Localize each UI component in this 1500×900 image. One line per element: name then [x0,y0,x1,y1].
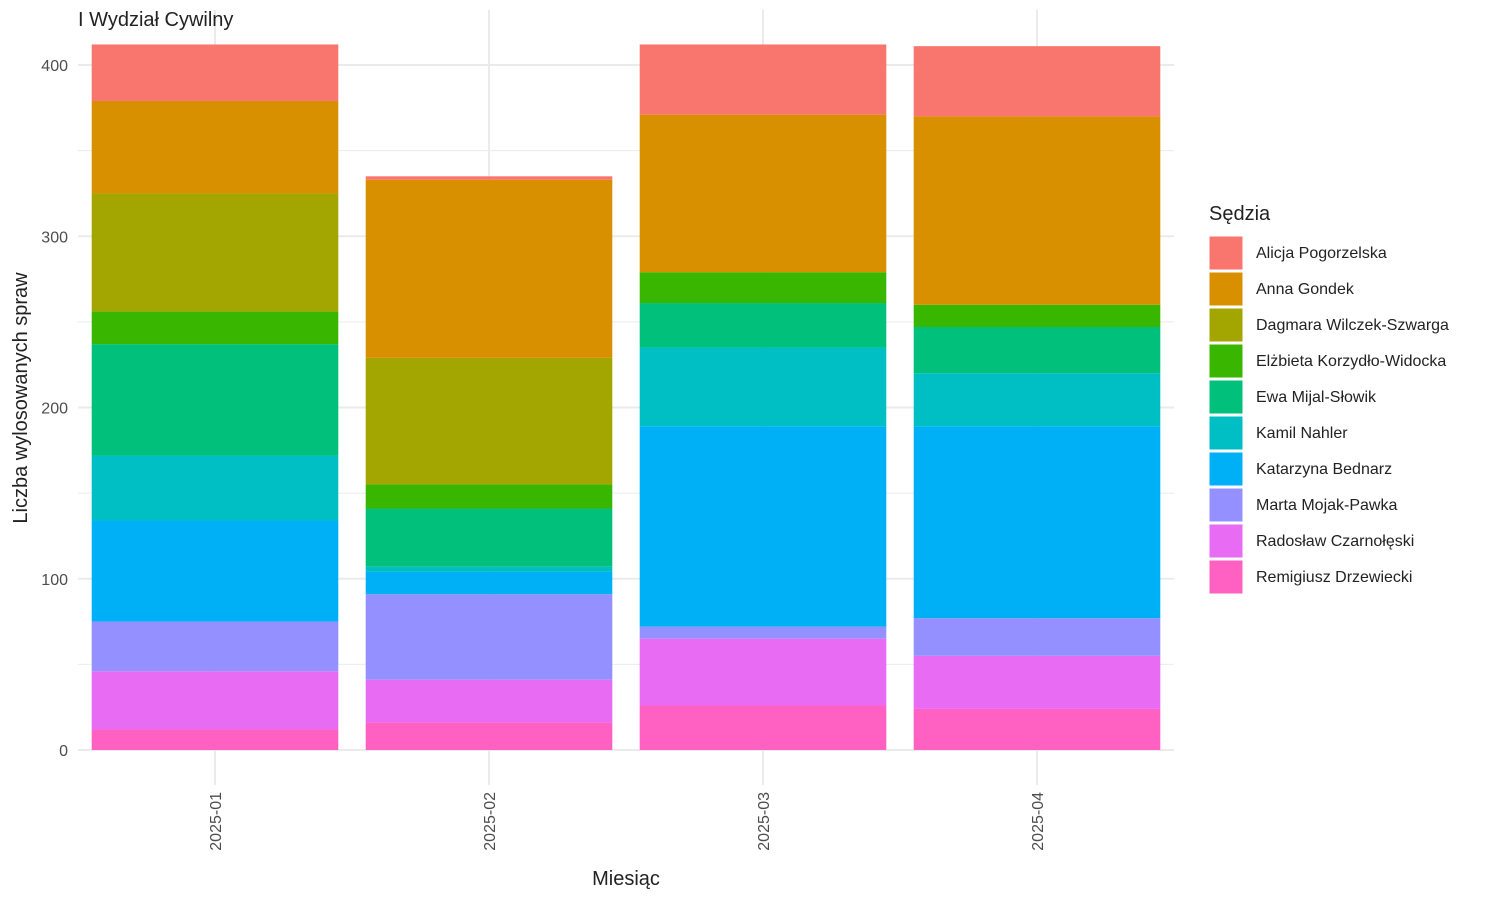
y-axis-ticks: 0 100 200 300 400 [41,58,68,760]
bar-segment [913,327,1161,374]
legend-label: Dagmara Wilczek-Szwarga [1256,317,1449,334]
x-tick-label: 2025-04 [1030,792,1047,851]
y-tick-label: 100 [41,572,68,589]
x-axis-title: Miesiąc [592,868,660,890]
bar-segment [639,114,887,273]
bar-segment [365,571,613,595]
bar-segment [91,193,339,312]
bar-segment [913,655,1161,709]
bar-segment [913,708,1161,750]
bar-segment [913,426,1161,619]
legend-key [1208,487,1244,523]
bar-segment [91,520,339,622]
bar-segment [91,100,339,194]
bar-segment [639,44,887,115]
legend-title: Sędzia [1209,203,1271,225]
bar-segment [639,303,887,348]
bar-segment [913,304,1161,328]
y-tick-label: 200 [41,401,68,418]
bar-segment [91,621,339,672]
bar-segment [913,618,1161,656]
bar-segment [91,671,339,730]
y-tick-label: 0 [59,743,68,760]
legend-label: Remigiusz Drzewiecki [1256,569,1412,586]
bars [91,44,1161,750]
bar-segment [91,729,339,750]
legend-key [1208,451,1244,487]
legend-label: Alicja Pogorzelska [1256,245,1387,262]
bar-segment [639,347,887,427]
bar-segment [365,679,613,723]
chart-title: I Wydział Cywilny [78,9,233,31]
legend-label: Marta Mojak-Pawka [1256,497,1397,514]
legend-label: Elżbieta Korzydło-Widocka [1256,353,1446,370]
bar-segment [365,484,613,509]
bar-segment [365,508,613,567]
bar-segment [365,357,613,485]
legend-label: Kamil Nahler [1256,425,1348,442]
legend-key [1208,235,1244,271]
y-axis-title: Liczba wylosowanych spraw [10,272,32,524]
legend-key [1208,271,1244,307]
bar-segment [365,566,613,572]
legend-key [1208,559,1244,595]
bar-segment [913,116,1161,305]
y-tick-label: 400 [41,58,68,75]
x-axis-ticks: 2025-01 2025-02 2025-03 2025-04 [208,792,1047,851]
x-tick-label: 2025-02 [482,792,499,851]
bar-segment [365,176,613,180]
legend-label: Radosław Czarnołęski [1256,533,1414,550]
bar-segment [639,272,887,304]
bar-segment [639,638,887,706]
bar-segment [365,594,613,680]
bar-segment [639,705,887,750]
bar-segment [91,44,339,101]
bar-segment [365,179,613,358]
legend: Sędzia Alicja Pogorzelska Anna Gondek Dagm… [1208,203,1449,595]
legend-key [1208,379,1244,415]
legend-label: Ewa Mijal-Słowik [1256,389,1377,406]
legend-key [1208,415,1244,451]
legend-key [1208,307,1244,343]
legend-key [1208,523,1244,559]
y-tick-label: 300 [41,229,68,246]
bar-segment [365,722,613,750]
legend-label: Anna Gondek [1256,281,1355,298]
bar-segment [639,626,887,639]
legend-label: Katarzyna Bednarz [1256,461,1392,478]
bar-segment [91,311,339,345]
x-tick-label: 2025-03 [756,792,773,851]
bar-segment [913,46,1161,117]
legend-key [1208,343,1244,379]
x-tick-label: 2025-01 [208,792,225,851]
bar-segment [91,455,339,521]
bar-segment [639,426,887,627]
bar-segment [91,344,339,456]
bar-segment [913,373,1161,427]
